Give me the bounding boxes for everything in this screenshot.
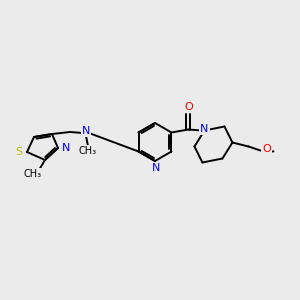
Text: N: N: [152, 163, 160, 173]
Text: O: O: [262, 145, 271, 154]
Text: CH₃: CH₃: [79, 146, 97, 156]
Text: CH₃: CH₃: [24, 169, 42, 179]
Text: N: N: [62, 143, 70, 153]
Text: N: N: [82, 126, 90, 136]
Text: O: O: [184, 101, 193, 112]
Text: N: N: [200, 124, 208, 134]
Text: S: S: [15, 147, 22, 157]
